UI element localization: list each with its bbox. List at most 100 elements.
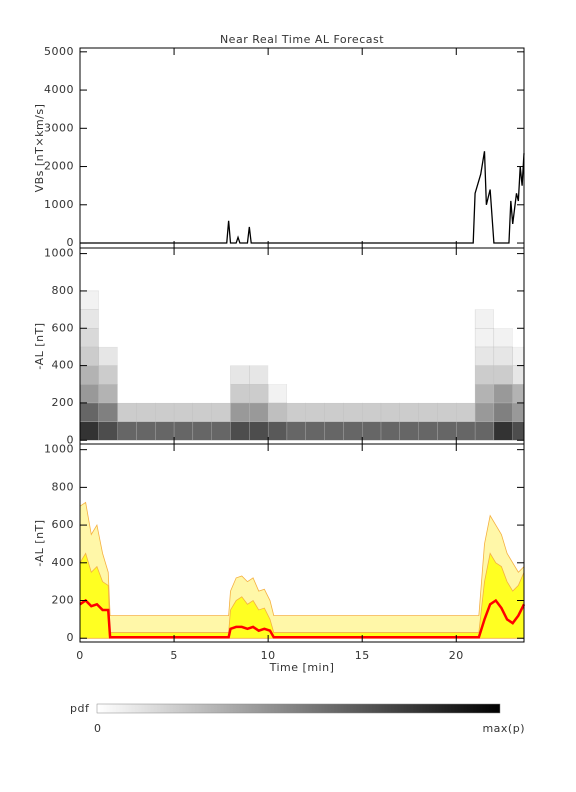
heatmap-cell: [512, 346, 525, 366]
chart-title: Near Real Time AL Forecast: [220, 33, 384, 46]
y-axis-label: VBs [nT×km/s]: [33, 104, 46, 193]
heatmap-cell: [249, 365, 269, 385]
heatmap-cell: [381, 290, 400, 310]
heatmap-cell: [286, 290, 306, 310]
heatmap-cell: [324, 365, 344, 385]
heatmap-cell: [155, 328, 175, 347]
heatmap-cell: [117, 365, 137, 385]
heatmap-cell: [474, 384, 495, 404]
area: [79, 552, 525, 639]
y-tick-label: 1000: [44, 198, 74, 211]
heatmap-cell: [512, 421, 525, 441]
heatmap-cell: [474, 421, 495, 441]
heatmap-cell: [286, 421, 306, 441]
heatmap-cell: [117, 346, 137, 366]
heatmap-cell: [418, 421, 438, 441]
heatmap-cell: [192, 346, 212, 366]
heatmap-cell: [399, 402, 419, 422]
heatmap-cell: [192, 290, 212, 310]
heatmap-cell: [362, 290, 382, 310]
heatmap-cell: [437, 402, 457, 422]
colorbar-label: pdf: [70, 702, 90, 715]
heatmap-cell: [173, 421, 194, 441]
y-tick-label: 0: [67, 631, 75, 644]
heatmap-cell: [268, 328, 287, 347]
heatmap-cell: [343, 365, 363, 385]
heatmap-cell: [98, 421, 118, 441]
heatmap-cell: [362, 328, 382, 347]
heatmap-cell: [324, 421, 344, 441]
heatmap-cell: [399, 328, 419, 347]
heatmap-cell: [456, 365, 476, 385]
heatmap-cell: [381, 328, 400, 347]
heatmap-cell: [512, 402, 525, 422]
heatmap-cell: [211, 346, 231, 366]
heatmap-cell: [512, 328, 524, 347]
heatmap-cell: [456, 290, 476, 310]
heatmap-cell: [136, 402, 156, 422]
heatmap-cell: [211, 365, 231, 385]
heatmap-cell: [381, 346, 400, 366]
heatmap-cell: [286, 346, 306, 366]
heatmap-cell: [249, 421, 269, 441]
heatmap-cell: [399, 365, 419, 385]
y-tick-label: 3000: [44, 121, 74, 134]
heatmap-cell: [474, 402, 495, 422]
x-tick-label: 15: [355, 649, 370, 662]
heatmap-cell: [512, 365, 525, 385]
y-tick-label: 4000: [44, 83, 74, 96]
y-tick-label: 800: [52, 480, 75, 493]
heatmap-cell: [456, 328, 476, 347]
y-tick-label: 800: [52, 284, 75, 297]
heatmap-cell: [380, 421, 400, 441]
y-tick-label: 0: [67, 236, 75, 249]
y-tick-label: 5000: [44, 45, 74, 58]
heatmap-cell: [230, 290, 250, 310]
heatmap-cell: [117, 421, 137, 441]
heatmap-cell: [362, 384, 382, 403]
heatmap-cell: [362, 309, 382, 329]
heatmap-cell: [418, 346, 438, 366]
colorbar-max-label: max(p): [482, 722, 525, 735]
heatmap-cell: [493, 328, 513, 348]
heatmap-cell: [79, 384, 99, 404]
heatmap-cell: [305, 402, 325, 422]
y-tick-label: 400: [52, 359, 75, 372]
heatmap-cell: [324, 384, 344, 403]
heatmap-cell: [343, 290, 363, 310]
heatmap-cell: [437, 365, 457, 385]
heatmap-cell: [249, 290, 269, 310]
heatmap-cell: [79, 309, 99, 329]
heatmap-cell: [136, 290, 156, 310]
heatmap-cell: [437, 328, 457, 347]
heatmap-cell: [512, 290, 524, 310]
heatmap-cell: [418, 290, 438, 310]
heatmap-cell: [211, 309, 231, 329]
heatmap-cell: [456, 346, 476, 366]
heatmap-cell: [174, 365, 193, 385]
heatmap-cell: [173, 402, 194, 422]
heatmap-cell: [399, 290, 419, 310]
y-tick-label: 1000: [44, 247, 74, 260]
heatmap-cell: [381, 384, 400, 403]
heatmap-cell: [437, 309, 457, 329]
heatmap-cell: [211, 384, 231, 403]
heatmap-cell: [493, 309, 513, 329]
heatmap-cell: [174, 328, 193, 347]
heatmap-cell: [230, 421, 250, 441]
y-axis-label: -AL [nT]: [33, 322, 46, 369]
heatmap-cell: [79, 290, 99, 310]
heatmap-cell: [249, 328, 269, 347]
heatmap-cell: [249, 384, 269, 404]
heatmap-cell: [493, 421, 513, 441]
heatmap-cell: [98, 365, 118, 385]
heatmap-cell: [305, 346, 325, 366]
heatmap-cell: [155, 384, 175, 403]
heatmap-cell: [493, 290, 513, 310]
heatmap-cell: [475, 290, 494, 310]
heatmap-cell: [362, 365, 382, 385]
heatmap-cell: [418, 402, 438, 422]
heatmap-cell: [437, 346, 457, 366]
heatmap-cell: [268, 365, 287, 385]
x-tick-label: 10: [261, 649, 276, 662]
